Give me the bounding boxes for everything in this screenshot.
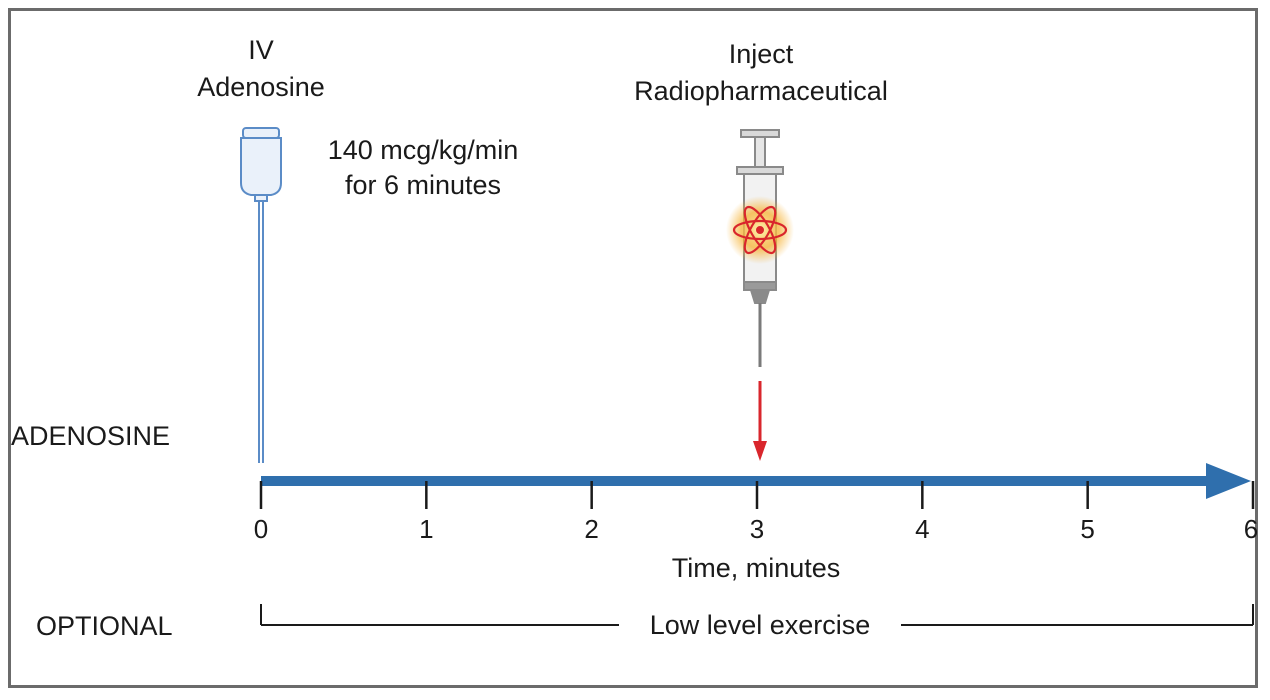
exercise-bracket bbox=[260, 604, 1254, 626]
row-label-optional: OPTIONAL bbox=[36, 611, 173, 641]
iv-label-line2: Adenosine bbox=[197, 72, 325, 102]
dose-label-line2: for 6 minutes bbox=[345, 170, 501, 200]
adenosine-protocol-diagram: IV Adenosine Inject Radiopharmaceutical … bbox=[11, 35, 1258, 641]
axis-label: Time, minutes bbox=[672, 553, 841, 583]
axis-tick-label: 6 bbox=[1244, 514, 1258, 544]
time-axis: 0 1 2 3 4 5 6 bbox=[254, 481, 1258, 544]
atom-icon bbox=[726, 196, 794, 264]
iv-bag-icon bbox=[240, 127, 282, 463]
diagram-frame: IV Adenosine Inject Radiopharmaceutical … bbox=[8, 8, 1258, 688]
inject-label-line1: Inject bbox=[729, 39, 794, 69]
axis-tick-label: 1 bbox=[419, 514, 433, 544]
axis-tick-label: 0 bbox=[254, 514, 268, 544]
iv-label-line1: IV bbox=[248, 35, 274, 65]
inject-label-line2: Radiopharmaceutical bbox=[634, 76, 888, 106]
axis-tick-label: 2 bbox=[584, 514, 598, 544]
row-label-adenosine: ADENOSINE bbox=[11, 421, 170, 451]
axis-tick-label: 5 bbox=[1080, 514, 1094, 544]
exercise-label: Low level exercise bbox=[650, 610, 871, 640]
injection-arrow bbox=[753, 381, 767, 461]
axis-tick-label: 3 bbox=[750, 514, 764, 544]
timeline-arrow bbox=[261, 463, 1251, 499]
dose-label-line1: 140 mcg/kg/min bbox=[328, 135, 519, 165]
axis-tick-label: 4 bbox=[915, 514, 929, 544]
